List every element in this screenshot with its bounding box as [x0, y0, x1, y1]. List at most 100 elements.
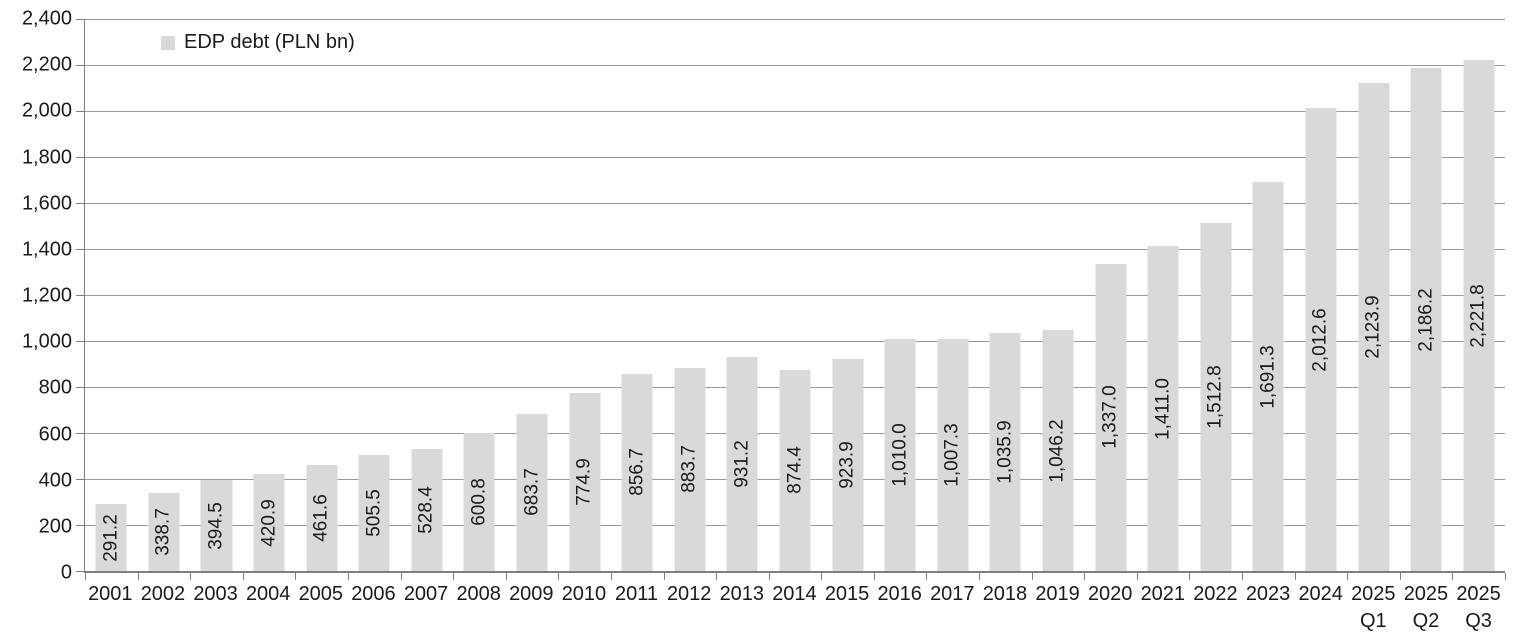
y-axis-tick-label: 2,000: [21, 99, 72, 122]
x-axis-tick: [1084, 573, 1086, 580]
y-axis-tick: [76, 525, 85, 526]
x-axis-tick: [926, 573, 928, 580]
x-axis-tick: [1242, 573, 1244, 580]
x-axis-tick-label: 2021: [1140, 583, 1186, 605]
x-axis-tick: [1505, 573, 1506, 580]
bar-slot: 774.9: [558, 19, 611, 571]
bar-slot: 461.6: [295, 19, 348, 571]
bar: 2,186.2: [1410, 68, 1442, 571]
x-axis-tick-label: 2020: [1087, 583, 1133, 605]
bar-value-label: 774.9: [573, 458, 595, 506]
y-axis-tick-label: 1,400: [21, 238, 72, 261]
bar-value-label: 420.9: [258, 498, 280, 547]
x-axis-tick-label: 2025 Q2: [1403, 583, 1449, 632]
y-axis-tick: [76, 341, 85, 342]
bar: 2,123.9: [1358, 82, 1390, 571]
bar-value-label: 856.7: [626, 448, 648, 497]
x-axis-tick: [1136, 573, 1138, 580]
bar: 1,691.3: [1252, 182, 1284, 571]
bar: 1,512.8: [1200, 223, 1232, 571]
y-axis-tick: [76, 479, 85, 480]
bar-value-label: 2,221.8: [1467, 283, 1489, 348]
bar-value-label: 528.4: [415, 486, 437, 535]
y-axis-tick: [76, 19, 85, 20]
bar-value-label: 874.4: [784, 446, 806, 495]
y-axis-tick-label: 200: [38, 515, 72, 538]
bar: 1,337.0: [1095, 263, 1127, 571]
bar-value-label: 1,007.3: [941, 423, 963, 487]
x-axis-tick: [453, 573, 455, 580]
gridline: [85, 295, 1505, 296]
gridline: [85, 19, 1505, 20]
bar: 461.6: [306, 464, 338, 571]
y-axis-tick: [76, 111, 85, 112]
bar: 683.7: [516, 413, 548, 571]
bar: 856.7: [621, 373, 653, 571]
bar: 1,007.3: [937, 339, 969, 571]
bar-value-label: 931.2: [731, 440, 753, 488]
bar-value-label: 1,010.0: [889, 423, 911, 487]
gridline: [85, 203, 1505, 204]
bar-series: 291.2 338.7 394.5 420.9 461.6 505.5 528.4 600.8…: [85, 19, 1505, 571]
y-axis-tick: [76, 571, 85, 572]
x-axis-tick: [821, 573, 823, 580]
x-axis-tick-label: 2009: [509, 583, 554, 605]
bar-slot: 931.2: [716, 19, 769, 571]
x-axis-tick: [242, 573, 244, 580]
y-axis-tick-label: 2,200: [21, 53, 72, 76]
bar: 874.4: [779, 369, 811, 571]
x-axis-tick-label: 2017: [930, 583, 975, 605]
bar-slot: 420.9: [243, 19, 296, 571]
bar-slot: 874.4: [769, 19, 822, 571]
x-axis-tick-label: 2025 Q3: [1456, 583, 1501, 632]
bar: 420.9: [253, 474, 285, 571]
y-axis-tick: [76, 249, 85, 250]
x-axis-tick: [400, 573, 402, 580]
bar-slot: 2,012.6: [1295, 19, 1348, 571]
x-axis-tick-label: 2019: [1035, 583, 1080, 605]
bar-value-label: 1,411.0: [1152, 377, 1174, 440]
gridline: [85, 111, 1505, 112]
bar-slot: 883.7: [664, 19, 717, 571]
plot-area: 291.2 338.7 394.5 420.9 461.6 505.5 528.4 600.8…: [76, 19, 1506, 580]
x-axis-tick: [1347, 573, 1349, 580]
y-axis-tick-label: 1,600: [21, 192, 72, 215]
bar: 394.5: [200, 480, 232, 571]
y-axis-tick-label: 1,000: [21, 330, 72, 353]
x-axis-tick-label: 2015: [824, 583, 870, 605]
x-axis-tick: [1452, 573, 1454, 580]
x-axis-tick-label: 2013: [719, 583, 765, 605]
bar-value-label: 2,012.6: [1309, 307, 1331, 372]
x-axis-tick-label: 2002: [140, 583, 186, 605]
gridline: [85, 157, 1505, 158]
x-axis-tick: [610, 573, 612, 580]
y-axis-tick: [76, 387, 85, 388]
bar: 2,012.6: [1305, 108, 1337, 571]
bar-value-label: 1,512.8: [1204, 365, 1226, 429]
bar-value-label: 600.8: [468, 478, 490, 526]
x-axis-tick: [1031, 573, 1033, 580]
x-axis-tick-label: 2024: [1298, 583, 1343, 605]
bar-slot: 1,512.8: [1189, 19, 1242, 571]
bar: 1,010.0: [884, 338, 916, 571]
bar-slot: 2,123.9: [1347, 19, 1400, 571]
bar-slot: 923.9: [821, 19, 874, 571]
bar: 774.9: [569, 392, 601, 571]
x-axis-tick: [295, 573, 297, 580]
bar-slot: 1,046.2: [1032, 19, 1085, 571]
bar-slot: 2,221.8: [1452, 19, 1505, 571]
x-axis-tick-label: 2003: [193, 583, 238, 605]
x-axis-tick: [85, 573, 86, 580]
bar-slot: 1,035.9: [979, 19, 1032, 571]
bar-slot: 600.8: [453, 19, 506, 571]
bar: 923.9: [832, 358, 864, 571]
x-axis-tick: [716, 573, 718, 580]
x-axis-tick: [768, 573, 770, 580]
x-axis-tick-label: 2022: [1193, 583, 1238, 605]
bar: 291.2: [95, 504, 127, 571]
bar-value-label: 883.7: [678, 445, 700, 494]
bar-slot: 1,007.3: [927, 19, 980, 571]
bar-slot: 856.7: [611, 19, 664, 571]
y-axis-tick: [76, 203, 85, 204]
x-axis-labels: 2001 2002 2003 2004 2005 2006 2007 2008 2009 2010…: [84, 581, 1505, 635]
